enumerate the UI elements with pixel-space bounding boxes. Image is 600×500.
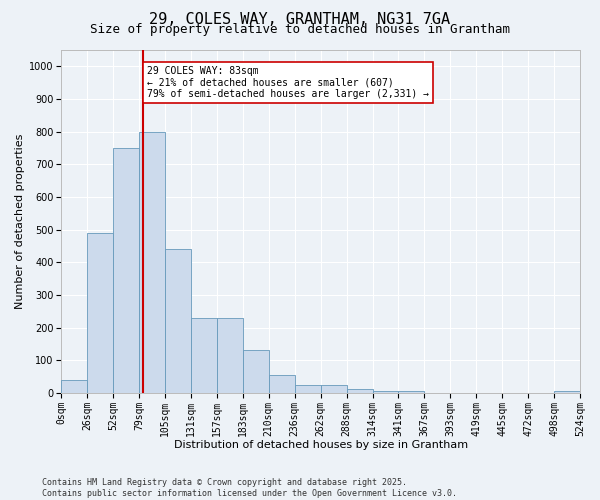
Bar xyxy=(139,132,165,393)
X-axis label: Distribution of detached houses by size in Grantham: Distribution of detached houses by size … xyxy=(173,440,468,450)
Text: Contains HM Land Registry data © Crown copyright and database right 2025.
Contai: Contains HM Land Registry data © Crown c… xyxy=(42,478,457,498)
Bar xyxy=(269,375,295,393)
Bar xyxy=(87,233,113,393)
Bar xyxy=(554,392,580,393)
Y-axis label: Number of detached properties: Number of detached properties xyxy=(15,134,25,309)
Text: Size of property relative to detached houses in Grantham: Size of property relative to detached ho… xyxy=(90,22,510,36)
Bar xyxy=(243,350,269,393)
Bar xyxy=(217,318,243,393)
Bar xyxy=(347,389,373,393)
Bar xyxy=(113,148,139,393)
Bar xyxy=(373,392,398,393)
Bar xyxy=(165,249,191,393)
Bar xyxy=(61,380,87,393)
Bar xyxy=(398,392,424,393)
Bar xyxy=(295,385,320,393)
Text: 29, COLES WAY, GRANTHAM, NG31 7GA: 29, COLES WAY, GRANTHAM, NG31 7GA xyxy=(149,12,451,28)
Bar xyxy=(320,385,347,393)
Bar xyxy=(191,318,217,393)
Text: 29 COLES WAY: 83sqm
← 21% of detached houses are smaller (607)
79% of semi-detac: 29 COLES WAY: 83sqm ← 21% of detached ho… xyxy=(147,66,429,100)
